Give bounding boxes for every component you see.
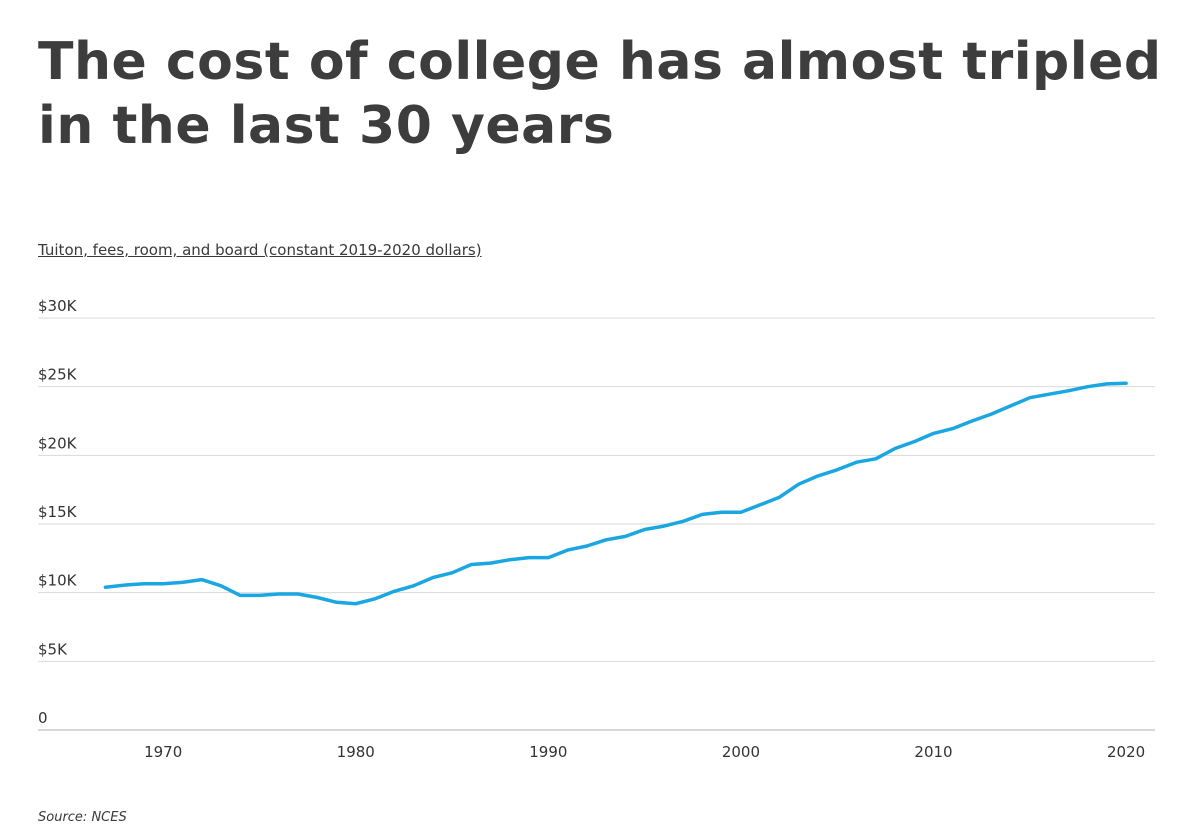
series-line — [103, 381, 1128, 606]
x-tick-labels: 1970 1980 1990 2000 2010 2020 — [144, 743, 1145, 761]
y-tick-label: $5K — [38, 640, 68, 658]
y-tick-label: $15K — [38, 503, 78, 521]
series-layer — [103, 381, 1128, 606]
source-note: Source: NCES — [38, 810, 127, 825]
y-tick-label: 0 — [38, 709, 48, 727]
x-tick-label: 2000 — [722, 743, 760, 761]
y-axis-label: Tuiton, fees, room, and board (constant … — [38, 241, 482, 259]
gridlines — [38, 317, 1155, 731]
chart-title: The cost of college has almost tripled i… — [38, 32, 1162, 156]
y-tick-label: $30K — [38, 297, 78, 315]
x-tick-label: 1990 — [529, 743, 567, 761]
y-tick-labels: 0 $5K $10K $15K $20K $25K $30K — [38, 297, 78, 727]
x-tick-label: 2020 — [1107, 743, 1145, 761]
y-tick-label: $20K — [38, 434, 78, 452]
x-tick-label: 1980 — [337, 743, 375, 761]
y-tick-label: $10K — [38, 572, 78, 590]
x-tick-label: 1970 — [144, 743, 182, 761]
y-tick-label: $25K — [38, 366, 78, 384]
line-chart: 0 $5K $10K $15K $20K $25K $30K 1970 1980 1990 200… — [38, 297, 1155, 761]
x-tick-label: 2010 — [914, 743, 952, 761]
